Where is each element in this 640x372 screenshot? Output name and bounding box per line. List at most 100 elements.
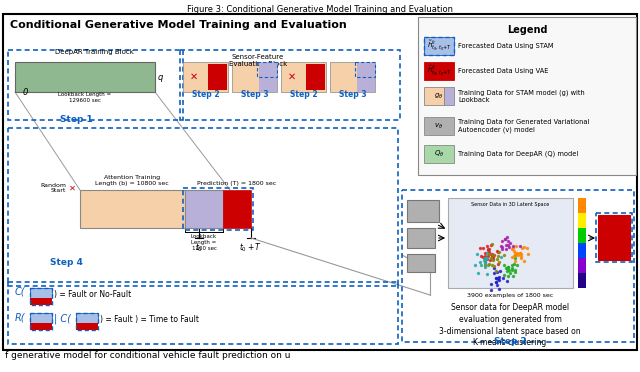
Text: Prediction (T) = 1800 sec: Prediction (T) = 1800 sec <box>197 181 276 186</box>
Point <box>498 275 508 280</box>
Point <box>495 243 506 249</box>
Bar <box>306 64 324 90</box>
Point <box>511 243 521 249</box>
Point <box>507 254 517 260</box>
Point <box>480 262 490 267</box>
Bar <box>418 17 636 175</box>
Text: Attention Training
Length (b) = 10800 sec: Attention Training Length (b) = 10800 se… <box>95 175 169 186</box>
Text: Step 2: Step 2 <box>290 90 317 99</box>
Text: $g_\theta$: $g_\theta$ <box>435 92 444 100</box>
Text: Conditional Generative Model Training and Evaluation: Conditional Generative Model Training an… <box>10 20 347 30</box>
Point <box>476 259 486 265</box>
Text: DeepAR Training Block: DeepAR Training Block <box>55 49 134 55</box>
Bar <box>407 254 435 272</box>
Point <box>509 261 519 267</box>
Point <box>488 257 498 263</box>
Text: ✕: ✕ <box>190 72 198 82</box>
Bar <box>598 215 630 260</box>
Bar <box>30 288 52 298</box>
Point <box>479 264 490 270</box>
Bar <box>8 282 398 344</box>
Point <box>486 287 496 293</box>
Point <box>493 261 503 267</box>
Point <box>510 258 520 264</box>
Point <box>484 249 494 255</box>
Text: Forecasted Data Using VAE: Forecasted Data Using VAE <box>458 68 548 74</box>
Point <box>494 250 504 256</box>
Bar <box>180 50 400 120</box>
Point <box>500 236 510 242</box>
Point <box>506 267 516 273</box>
Bar <box>596 213 632 262</box>
Point <box>504 270 515 276</box>
Point <box>509 248 519 254</box>
Bar <box>578 273 586 288</box>
Bar <box>424 145 454 163</box>
Point <box>503 263 513 269</box>
Point <box>481 250 491 256</box>
Point <box>508 245 518 251</box>
Point <box>491 279 501 285</box>
Bar <box>76 323 98 330</box>
Text: Step 3: Step 3 <box>339 90 366 99</box>
Bar <box>402 190 634 342</box>
Point <box>480 253 490 259</box>
Point <box>499 262 509 268</box>
Bar <box>281 62 326 92</box>
Text: $t_0$: $t_0$ <box>195 241 203 253</box>
Bar <box>30 288 52 305</box>
Point <box>506 266 516 272</box>
Point <box>508 243 518 249</box>
Point <box>515 250 525 256</box>
Bar <box>259 62 277 92</box>
Point <box>494 259 504 265</box>
Point <box>489 252 499 258</box>
Point <box>497 238 507 244</box>
Point <box>483 270 493 276</box>
Point <box>494 276 504 282</box>
Bar <box>30 323 52 330</box>
Point <box>481 256 491 262</box>
Point <box>516 251 526 257</box>
Point <box>500 236 510 242</box>
Point <box>483 247 493 253</box>
Point <box>491 267 501 273</box>
Point <box>504 267 514 273</box>
Bar <box>183 188 253 230</box>
Point <box>502 234 513 240</box>
Point <box>486 281 496 287</box>
Point <box>485 257 495 263</box>
Point <box>478 245 488 251</box>
Point <box>480 259 490 265</box>
Point <box>503 273 513 279</box>
Bar <box>330 62 375 92</box>
Point <box>484 250 494 256</box>
Text: Forecasted Data Using STAM: Forecasted Data Using STAM <box>458 43 554 49</box>
Point <box>476 246 486 251</box>
Point <box>480 256 490 262</box>
Point <box>508 273 518 279</box>
Bar <box>257 62 277 77</box>
Bar <box>30 298 52 305</box>
Point <box>510 267 520 273</box>
Point <box>484 251 494 257</box>
Bar <box>30 313 52 323</box>
Point <box>510 252 520 258</box>
Point <box>486 241 497 247</box>
Point <box>495 268 505 274</box>
Text: q: q <box>157 74 163 83</box>
Point <box>482 255 492 261</box>
Point <box>488 253 498 259</box>
Point <box>511 263 522 269</box>
Point <box>486 262 497 268</box>
Text: Step 2: Step 2 <box>493 337 526 346</box>
Point <box>515 250 525 256</box>
Bar <box>15 62 155 92</box>
Text: Lookback Length =
129600 sec: Lookback Length = 129600 sec <box>58 92 111 103</box>
Point <box>496 254 506 260</box>
Text: Lookback
Length =
1200 sec: Lookback Length = 1200 sec <box>191 234 217 251</box>
Bar <box>424 87 444 105</box>
Bar <box>424 37 454 55</box>
Point <box>491 279 501 285</box>
Point <box>503 242 513 248</box>
